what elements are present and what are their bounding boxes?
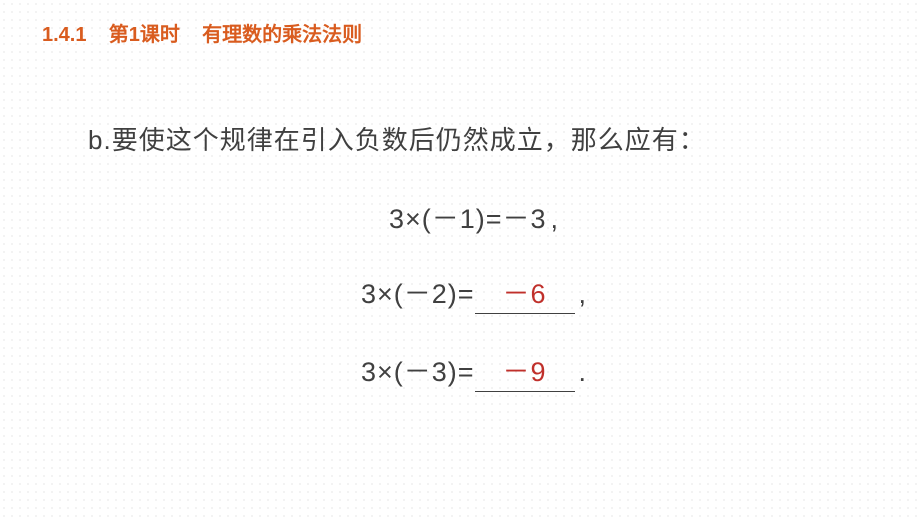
lesson-number: 第1课时: [109, 24, 180, 46]
punct: .: [579, 357, 588, 387]
rhs-value: －3: [503, 204, 547, 234]
equation-rhs: －3,: [503, 197, 560, 236]
equation-rhs: －6,: [475, 272, 588, 314]
prompt-body: 要使这个规律在引入负数后仍然成立，那么应有：: [112, 125, 706, 155]
equation-lhs: 3×(－1)=: [389, 197, 503, 236]
answer-blank: －9: [475, 350, 575, 392]
equations-block: 3×(－1)= －3, 3×(－2)= －6, 3×(－3)= －9.: [88, 197, 860, 392]
section-number: 1.4.1: [42, 24, 86, 46]
equation-lhs: 3×(－3)=: [361, 350, 475, 389]
equation-row: 3×(－1)= －3,: [88, 197, 860, 236]
prompt-text: b.要使这个规律在引入负数后仍然成立，那么应有：: [88, 120, 860, 157]
punct: ,: [579, 279, 588, 309]
content-area: b.要使这个规律在引入负数后仍然成立，那么应有： 3×(－1)= －3, 3×(…: [88, 120, 860, 428]
equation-row: 3×(－2)= －6,: [88, 272, 860, 314]
lesson-title: 有理数的乘法法则: [202, 24, 362, 46]
equation-rhs: －9.: [475, 350, 588, 392]
equation-row: 3×(－3)= －9.: [88, 350, 860, 392]
punct: ,: [551, 204, 560, 234]
equation-lhs: 3×(－2)=: [361, 272, 475, 311]
answer-blank: －6: [475, 272, 575, 314]
prompt-label: b.: [88, 125, 112, 155]
lesson-header: 1.4.1 第1课时 有理数的乘法法则: [42, 18, 362, 47]
